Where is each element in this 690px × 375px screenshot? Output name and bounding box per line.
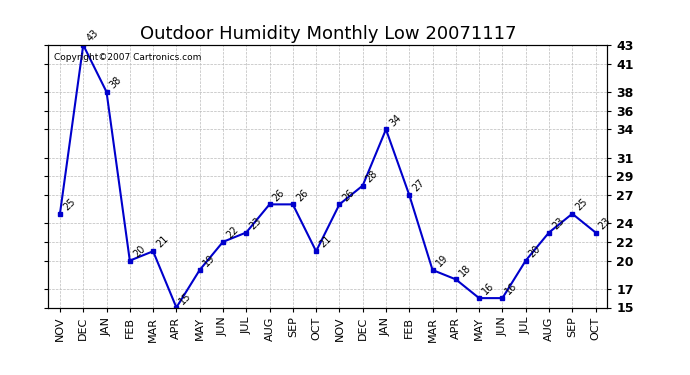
Text: 25: 25 (61, 196, 77, 212)
Text: 16: 16 (504, 281, 520, 297)
Text: 38: 38 (108, 75, 124, 90)
Text: 25: 25 (573, 196, 589, 212)
Text: 18: 18 (457, 262, 473, 278)
Text: 34: 34 (387, 112, 403, 128)
Text: 21: 21 (317, 234, 333, 250)
Text: 21: 21 (155, 234, 170, 250)
Text: Copyright©2007 Cartronics.com: Copyright©2007 Cartronics.com (54, 53, 201, 62)
Text: 43: 43 (85, 28, 100, 44)
Text: 20: 20 (527, 243, 543, 259)
Text: 23: 23 (597, 215, 613, 231)
Text: 23: 23 (551, 215, 566, 231)
Text: 15: 15 (178, 290, 194, 306)
Text: 27: 27 (411, 178, 426, 194)
Text: 20: 20 (131, 243, 147, 259)
Text: 16: 16 (480, 281, 496, 297)
Text: 26: 26 (341, 187, 357, 203)
Text: 23: 23 (248, 215, 264, 231)
Text: 26: 26 (294, 187, 310, 203)
Title: Outdoor Humidity Monthly Low 20071117: Outdoor Humidity Monthly Low 20071117 (139, 26, 516, 44)
Text: 26: 26 (271, 187, 287, 203)
Text: 19: 19 (434, 253, 450, 268)
Text: 19: 19 (201, 253, 217, 268)
Text: 28: 28 (364, 168, 380, 184)
Text: 22: 22 (224, 225, 240, 240)
